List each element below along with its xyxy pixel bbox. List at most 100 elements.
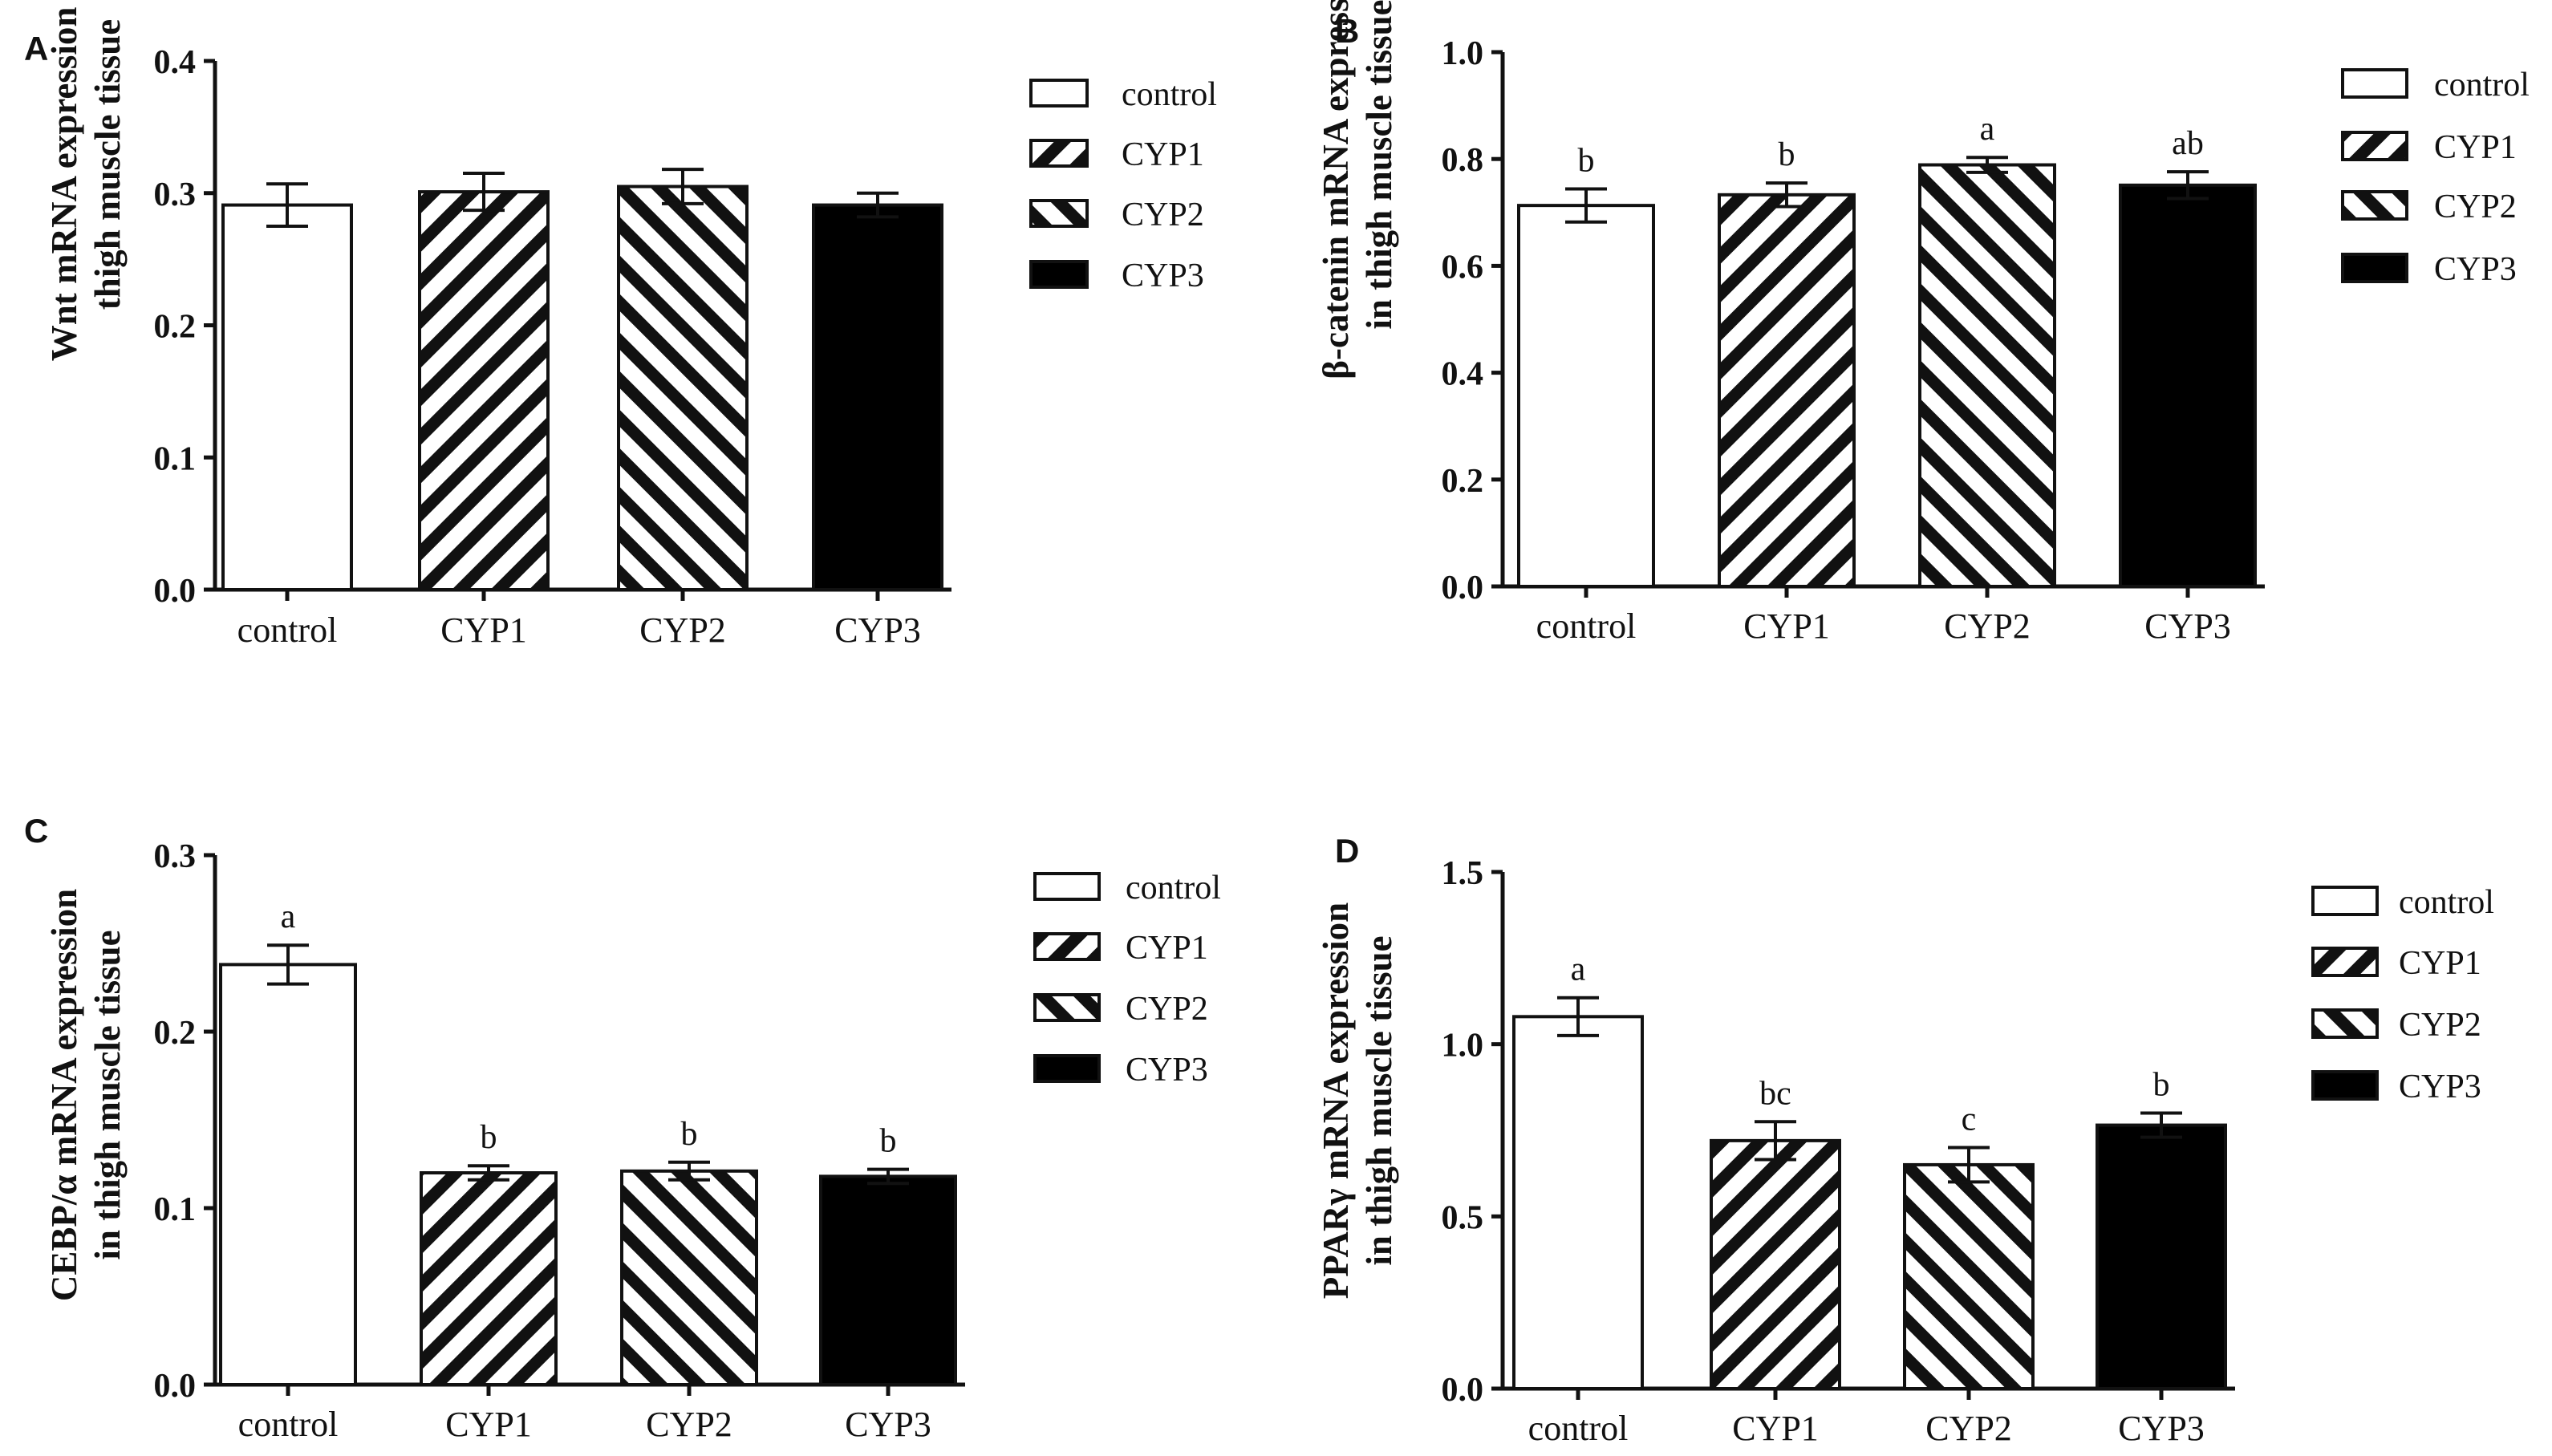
legend-label: CYP1 [1126, 930, 1208, 967]
panel-label: B [1335, 12, 1359, 50]
legend-label: control [2434, 67, 2530, 103]
x-tick-label: control [1536, 606, 1637, 646]
y-tick-label: 0.4 [154, 44, 197, 81]
legend-swatch [2341, 190, 2408, 221]
y-axis-title-line: thigh muscle tissue [87, 19, 128, 310]
x-tick-label: CYP2 [1944, 606, 2031, 646]
y-tick-label: 0.0 [154, 1368, 197, 1405]
significance-letter: b [1779, 136, 1795, 173]
significance-letter: b [880, 1123, 897, 1160]
significance-letter: b [2153, 1067, 2170, 1104]
y-tick-label: 0.1 [154, 1191, 197, 1228]
x-tick-label: control [237, 610, 338, 650]
y-tick-label: 0.3 [154, 838, 197, 875]
y-tick-label: 0.2 [154, 1015, 197, 1052]
panel-b: Bβ-catenin mRNA expressionin thigh muscl… [1316, 0, 2530, 646]
legend-label: CYP3 [2399, 1069, 2481, 1105]
y-axis-title-line: CEBP/α mRNA expression [44, 889, 84, 1301]
y-tick-label: 0.6 [1442, 249, 1484, 286]
bar-cyp3 [2096, 1123, 2227, 1391]
significance-letter: b [1578, 142, 1595, 179]
y-tick-label: 0.0 [154, 573, 197, 610]
bar-cyp3 [812, 203, 943, 591]
legend-label: CYP3 [1122, 258, 1204, 294]
x-tick-label: CYP1 [440, 610, 527, 650]
significance-letter: a [281, 898, 296, 935]
y-axis-title-line: in thigh muscle tissue [87, 930, 128, 1259]
legend-swatch [1029, 260, 1089, 289]
legend-swatch [2311, 886, 2379, 916]
y-tick-label: 0.8 [1442, 142, 1484, 179]
significance-letter: b [481, 1119, 497, 1156]
significance-letter: ab [2172, 125, 2204, 162]
y-axis-title: Wnt mRNA expression inthigh muscle tissu… [44, 0, 128, 361]
x-tick-label: CYP1 [1732, 1409, 1819, 1448]
legend-swatch [2311, 947, 2379, 977]
bar-control [221, 203, 353, 591]
legend-label: CYP1 [2399, 945, 2481, 982]
y-axis-title-line: Wnt mRNA expression in [44, 0, 84, 361]
y-axis-title-line: PPARγ mRNA expression [1316, 902, 1356, 1299]
panel-d: D PPARγ mRNA expressionin thigh muscle ti… [1316, 832, 2494, 1448]
legend-swatch [1033, 932, 1101, 961]
significance-letter: b [681, 1116, 698, 1153]
bar-cyp2 [1903, 1162, 2035, 1391]
significance-letter: a [1571, 951, 1586, 988]
x-tick-label: CYP3 [2118, 1409, 2205, 1448]
x-tick-label: control [238, 1405, 339, 1444]
legend-swatch [2341, 68, 2408, 99]
y-tick-label: 0.0 [1442, 1372, 1484, 1409]
legend-swatch [1029, 199, 1089, 228]
panel-c: C CEBP/α mRNA expressionin thigh muscle t… [24, 812, 1221, 1444]
y-tick-label: 1.0 [1442, 1028, 1484, 1065]
bar-control [219, 963, 357, 1386]
y-tick-label: 1.0 [1442, 35, 1484, 72]
legend-label: CYP2 [1126, 991, 1208, 1028]
legend-label: CYP3 [2434, 251, 2517, 288]
legend-label: CYP2 [2399, 1007, 2481, 1044]
legend-swatch [2341, 253, 2408, 283]
y-tick-label: 0.5 [1442, 1199, 1484, 1236]
x-tick-label: CYP3 [2144, 606, 2231, 646]
legend-label: CYP2 [1122, 197, 1204, 233]
legend-swatch [1033, 993, 1101, 1022]
panel-label: C [24, 812, 48, 850]
bar-cyp1 [420, 1171, 558, 1386]
x-tick-label: CYP2 [646, 1405, 732, 1444]
x-tick-label: CYP1 [1743, 606, 1830, 646]
legend-label: CYP1 [2434, 129, 2517, 166]
x-tick-label: CYP2 [1925, 1409, 2012, 1448]
y-tick-label: 0.1 [154, 440, 197, 477]
x-tick-label: CYP3 [834, 610, 921, 650]
bar-cyp1 [1710, 1138, 1841, 1390]
legend-swatch [2341, 131, 2408, 161]
legend-swatch [1029, 139, 1089, 168]
legend-swatch [2311, 1008, 2379, 1039]
legend-swatch [1029, 79, 1089, 107]
bar-cyp2 [1918, 163, 2056, 588]
significance-letter: a [1980, 111, 1995, 148]
bar-cyp3 [819, 1174, 957, 1387]
bar-cyp2 [617, 185, 749, 591]
y-axis-title: β-catenin mRNA expressionin thigh muscle… [1316, 0, 1399, 379]
significance-letter: bc [1759, 1075, 1791, 1112]
y-tick-label: 0.4 [1442, 356, 1484, 393]
legend-label: CYP1 [1122, 136, 1204, 173]
y-tick-label: 0.0 [1442, 570, 1484, 606]
y-axis-title-line: in thigh muscle tissue [1359, 0, 1399, 330]
y-tick-label: 0.2 [154, 309, 197, 346]
legend-swatch [1033, 872, 1101, 901]
y-axis-title: CEBP/α mRNA expressionin thigh muscle ti… [44, 889, 128, 1301]
y-tick-label: 1.5 [1442, 855, 1484, 892]
legend-label: control [1126, 870, 1221, 906]
panel-label: D [1335, 832, 1359, 870]
bar-cyp1 [418, 190, 550, 591]
legend-label: control [1122, 76, 1217, 113]
panel-label: A [24, 30, 48, 67]
y-axis-title-line: β-catenin mRNA expression [1316, 0, 1356, 379]
x-tick-label: CYP3 [845, 1405, 931, 1444]
bar-control [1517, 204, 1655, 588]
legend-label: CYP3 [1126, 1052, 1208, 1089]
